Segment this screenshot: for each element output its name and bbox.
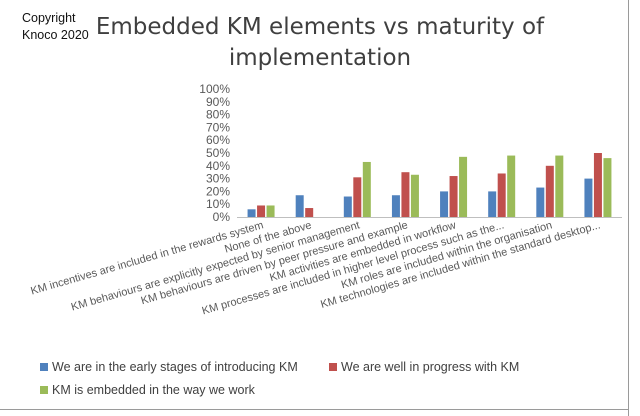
y-tick-label: 40% (206, 159, 230, 173)
legend-swatch-early (40, 363, 48, 371)
bar-1-2 (295, 195, 304, 217)
legend-item-early: We are in the early stages of introducin… (40, 360, 298, 374)
chart-title-line-1: Embedded KM elements vs maturity of (95, 14, 545, 40)
bar-3-8 (603, 158, 612, 217)
bar-2-3 (353, 177, 362, 217)
copyright-notice: Copyright Knoco 2020 (22, 10, 89, 44)
y-tick-label: 20% (206, 184, 230, 198)
bar-1-5 (440, 191, 449, 217)
bar-2-8 (593, 153, 602, 217)
y-tick-label: 80% (206, 108, 230, 122)
bar-2-7 (545, 165, 554, 217)
bar-2-6 (497, 173, 506, 217)
legend-label-progress: We are well in progress with KM (341, 360, 520, 374)
bar-1-1 (247, 209, 256, 217)
bar-3-4 (410, 174, 419, 217)
legend-item-embedded: KM is embedded in the way we work (40, 383, 255, 397)
bar-1-8 (584, 178, 593, 217)
bar-1-4 (391, 195, 400, 217)
legend-swatch-embedded (40, 386, 48, 394)
chart-title-line-2: implementation (228, 45, 412, 71)
bar-3-6 (507, 155, 516, 217)
bar-3-7 (555, 155, 564, 217)
y-tick-label: 100% (199, 82, 230, 96)
frame-border-right (628, 0, 629, 416)
legend-label-embedded: KM is embedded in the way we work (52, 383, 255, 397)
bar-3-5 (459, 156, 468, 217)
bar-3-1 (266, 205, 275, 217)
legend-item-progress: We are well in progress with KM (329, 360, 519, 374)
bar-1-7 (536, 187, 545, 217)
y-tick-label: 0% (213, 210, 231, 224)
copyright-line-2: Knoco 2020 (22, 28, 89, 42)
bar-2-5 (449, 176, 458, 217)
y-tick-label: 50% (206, 146, 230, 160)
bar-1-3 (343, 196, 352, 217)
copyright-line-1: Copyright (22, 11, 76, 25)
y-tick-label: 70% (206, 120, 230, 134)
bar-3-3 (362, 161, 371, 217)
legend-label-early: We are in the early stages of introducin… (52, 360, 298, 374)
bar-2-4 (401, 172, 410, 217)
bar-1-6 (488, 191, 497, 217)
bar-2-2 (305, 208, 314, 217)
bar-2-1 (257, 205, 266, 217)
y-tick-label: 90% (206, 95, 230, 109)
y-tick-label: 10% (206, 197, 230, 211)
legend-swatch-progress (329, 363, 337, 371)
y-tick-label: 30% (206, 172, 230, 186)
y-tick-label: 60% (206, 133, 230, 147)
chart-title: Embedded KM elements vs maturity of imple… (80, 12, 560, 74)
frame-border-bottom (0, 409, 629, 410)
